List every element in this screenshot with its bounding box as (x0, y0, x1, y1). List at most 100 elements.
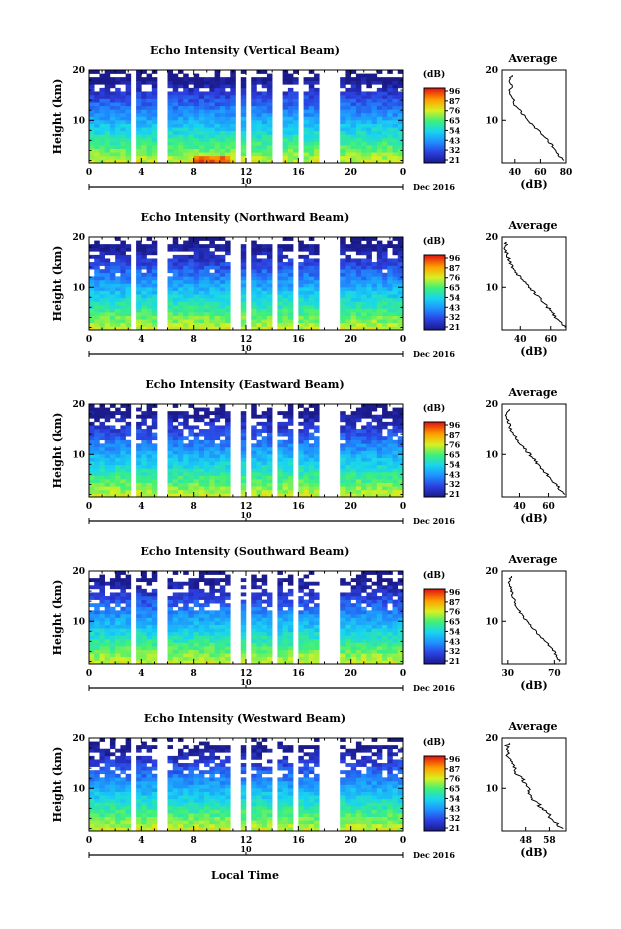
heatmap-cell (120, 272, 126, 277)
heatmap-cell (266, 102, 273, 107)
heatmap-cell (361, 322, 367, 327)
heatmap-cell (303, 322, 310, 327)
heatmap-cell (198, 475, 205, 480)
heatmap-cell (99, 649, 105, 654)
heatmap-cell (146, 411, 153, 416)
heatmap-cell (376, 301, 383, 306)
heatmap-cell (104, 262, 111, 266)
heatmap-cell (387, 294, 393, 299)
heatmap-cell (120, 443, 126, 448)
heatmap-cell (345, 421, 351, 426)
heatmap-cell (397, 272, 404, 277)
heatmap-cell (177, 145, 184, 149)
heatmap-cell (115, 638, 121, 643)
heatmap-cell (303, 152, 310, 157)
heatmap-cell (392, 77, 399, 82)
heatmap-cell (183, 244, 189, 249)
heatmap-cell (104, 621, 111, 625)
heatmap-cell (193, 621, 200, 625)
heatmap-cell (177, 137, 184, 142)
heatmap-cell (361, 585, 367, 590)
heatmap-cell (136, 493, 142, 498)
heatmap-cell (125, 301, 132, 306)
heatmap-cell (308, 283, 315, 288)
heatmap-cell (355, 116, 362, 121)
heatmap-cell (277, 475, 283, 480)
heatmap-cell (314, 283, 320, 288)
heatmap-cell (287, 297, 294, 302)
heatmap-cell (371, 148, 378, 153)
heatmap-cell (141, 141, 147, 146)
heatmap-cell (183, 247, 189, 252)
heatmap-cell (94, 443, 100, 448)
heatmap-cell (109, 610, 116, 615)
heatmap-cell (172, 443, 179, 448)
heatmap-cell (266, 432, 273, 437)
heatmap-cell (172, 276, 179, 281)
heatmap-cell (382, 588, 388, 593)
heatmap-cell (172, 446, 179, 451)
heatmap-cell (198, 152, 205, 157)
heatmap-cell (387, 283, 393, 288)
heatmap-cell (314, 312, 320, 316)
heatmap-cell (172, 244, 179, 249)
heatmap-cell (109, 290, 116, 295)
heatmap-cell (141, 283, 147, 288)
heatmap-cell (94, 123, 100, 128)
heatmap-cell (361, 439, 367, 444)
heatmap-cell (151, 123, 158, 128)
heatmap-cell (376, 287, 383, 291)
heatmap-cell (371, 436, 378, 441)
heatmap-cell (109, 454, 116, 458)
heatmap-cell (345, 141, 351, 146)
heatmap-cell (314, 304, 320, 309)
heatmap-cell (240, 429, 247, 433)
heatmap-cell (350, 301, 357, 306)
heatmap-cell (193, 464, 200, 469)
heatmap-cell (345, 123, 351, 128)
heatmap-cell (225, 304, 231, 309)
heatmap-cell (141, 308, 147, 313)
heatmap-cell (314, 592, 320, 597)
heatmap-cell (89, 493, 95, 498)
heatmap-cell (177, 439, 184, 444)
heatmap-cell (361, 461, 367, 466)
heatmap-cell (256, 102, 262, 107)
heatmap-cell (136, 436, 142, 441)
heatmap-cell (308, 610, 315, 615)
heatmap-cell (120, 475, 126, 480)
heatmap-cell (340, 120, 346, 124)
heatmap-cell (219, 265, 226, 270)
heatmap-cell (376, 70, 383, 74)
heatmap-cell (371, 77, 378, 82)
heatmap-cell (89, 748, 95, 753)
heatmap-cell (198, 283, 205, 288)
heatmap-cell (277, 251, 283, 256)
heatmap-cell (188, 628, 194, 633)
heatmap-cell (183, 84, 189, 89)
heatmap-cell (345, 581, 351, 586)
heatmap-cell (167, 283, 174, 288)
heatmap-cell (371, 479, 378, 483)
heatmap-cell (198, 628, 205, 633)
heatmap-cell (387, 631, 393, 636)
heatmap-cell (282, 457, 289, 462)
heatmap-cell (167, 297, 174, 302)
heatmap-cell (387, 596, 393, 600)
heatmap-cell (99, 304, 105, 309)
heatmap-cell (355, 276, 362, 281)
heatmap-cell (240, 102, 247, 107)
heatmap-cell (94, 258, 100, 263)
heatmap-cell (282, 631, 289, 636)
heatmap-cell (172, 486, 179, 491)
heatmap-cell (387, 454, 393, 458)
heatmap-cell (151, 95, 158, 99)
heatmap-cell (104, 439, 111, 444)
heatmap-cell (251, 443, 257, 448)
heatmap-cell (89, 152, 95, 157)
heatmap-cell (392, 290, 399, 295)
heatmap-cell (355, 603, 362, 608)
heatmap-cell (387, 486, 393, 491)
heatmap-cell (120, 102, 126, 107)
heatmap-cell (141, 290, 147, 295)
